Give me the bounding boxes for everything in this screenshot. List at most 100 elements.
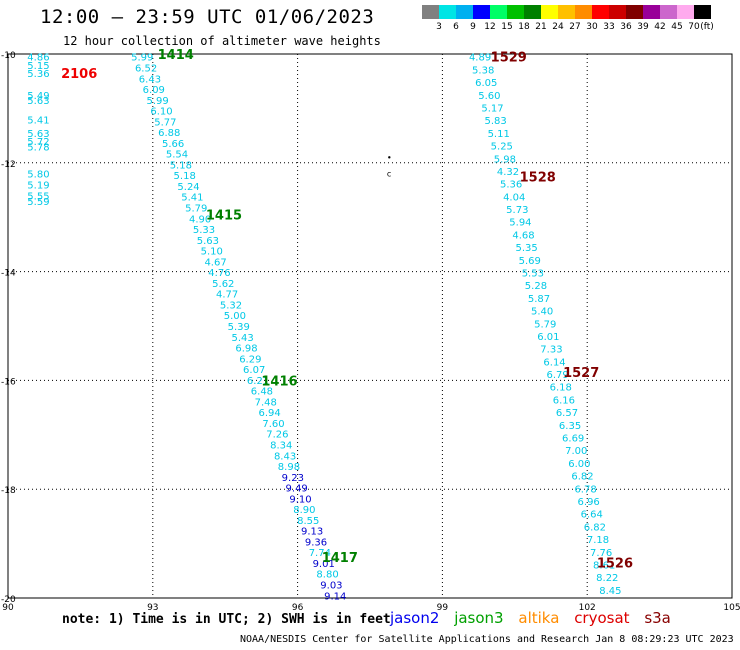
color-scale-swatch: [456, 5, 473, 19]
swh-value-label: 9.03: [320, 581, 342, 592]
swh-value-label: 5.53: [522, 269, 544, 280]
swh-value-label: 6.82: [571, 472, 593, 483]
color-scale-swatch: [558, 5, 575, 19]
swh-value-label: 5.18: [174, 171, 196, 182]
swh-value-label: 6.00: [568, 459, 590, 470]
units-note: note: 1) Time is in UTC; 2) SWH is in fe…: [62, 612, 391, 627]
swh-value-label: 8.43: [274, 451, 296, 462]
swh-value-label: 9.10: [289, 494, 311, 505]
chart-title: 12:00 – 23:59 UTC 01/06/2023: [40, 6, 375, 28]
swh-value-label: 7.74: [309, 548, 331, 559]
color-scale-label: 21: [535, 22, 547, 32]
swh-value-label: 5.99: [147, 96, 169, 107]
color-scale-label: 27: [569, 22, 581, 32]
color-scale-swatch: [575, 5, 592, 19]
color-scale-swatch: [490, 5, 507, 19]
swh-value-label: 4.76: [208, 268, 230, 279]
swh-value-label: 5.66: [162, 139, 184, 150]
pass-time-label: 1415: [206, 208, 242, 223]
swh-value-label: 6.09: [143, 85, 165, 96]
swh-value-label: 5.63: [27, 96, 49, 107]
swh-value-label: 5.94: [509, 218, 531, 229]
swh-value-label: 5.49: [27, 91, 49, 102]
swh-value-label: 5.78: [27, 142, 49, 153]
legend-cryosat: cryosat: [574, 609, 630, 627]
color-scale-label: 36: [620, 22, 632, 32]
swh-value-label: 6.43: [139, 74, 161, 85]
swh-value-label: 7.26: [266, 430, 288, 441]
swh-value-label: 5.60: [478, 91, 500, 102]
x-tick-label: 93: [147, 603, 158, 613]
swh-value-label: 5.79: [534, 319, 556, 330]
color-scale-swatch: [626, 5, 643, 19]
swh-value-label: 5.99: [131, 53, 153, 64]
island-marker: [388, 156, 391, 159]
swh-value-label: 4.04: [503, 192, 525, 203]
credit-line: NOAA/NESDIS Center for Satellite Applica…: [240, 634, 734, 645]
swh-value-label: 5.00: [224, 311, 246, 322]
swh-value-label: 5.41: [27, 115, 49, 126]
swh-value-label: 6.88: [158, 128, 180, 139]
swh-value-label: 6.18: [550, 383, 572, 394]
swh-value-label: 5.18: [170, 160, 192, 171]
swh-value-label: 8.22: [596, 573, 618, 584]
swh-value-label: 7.60: [262, 419, 284, 430]
plot-frame: [7, 53, 733, 599]
swh-value-label: 5.98: [494, 154, 516, 165]
y-tick-label: -14: [1, 269, 16, 279]
swh-value-label: 9.36: [305, 537, 327, 548]
x-tick-label: 99: [437, 603, 449, 613]
pass-time-label: 1416: [261, 374, 297, 389]
color-scale-swatch: [694, 5, 711, 19]
swh-value-label: 5.41: [181, 193, 203, 204]
x-tick-label: 102: [579, 603, 596, 613]
swh-value-label: 5.72: [27, 137, 49, 148]
legend-jason3: jason3: [454, 609, 504, 627]
color-scale-label: 33: [603, 22, 615, 32]
swh-value-label: 6.57: [556, 408, 578, 419]
swh-value-label: 4.77: [216, 290, 238, 301]
color-scale-swatch: [643, 5, 660, 19]
color-scale-label: 15: [501, 22, 513, 32]
swh-value-label: 5.62: [212, 279, 234, 290]
swh-value-label: 5.63: [197, 236, 219, 247]
swh-value-label: 5.32: [220, 300, 242, 311]
swh-value-label: 5.25: [491, 142, 513, 153]
swh-value-label: 5.35: [515, 243, 537, 254]
swh-value-label: 9.14: [324, 591, 346, 602]
swh-value-label: 8.98: [278, 462, 300, 473]
pass-time-label: 1528: [520, 170, 556, 185]
y-tick-label: -10: [1, 51, 16, 61]
color-scale-label: 45: [671, 22, 683, 32]
color-scale-swatch: [677, 5, 694, 19]
swh-value-label: 6.98: [235, 344, 257, 355]
x-tick-label: 90: [2, 603, 14, 613]
swh-value-label: 6.94: [259, 408, 281, 419]
swh-value-label: 6.82: [584, 522, 606, 533]
color-scale-swatch: [524, 5, 541, 19]
swh-value-label: 5.77: [154, 117, 176, 128]
swh-value-label: 8.80: [316, 570, 338, 581]
color-scale-label: 39: [637, 22, 649, 32]
swh-value-label: 7.76: [590, 548, 612, 559]
swh-value-label: 5.54: [166, 150, 188, 161]
swh-value-label: 6.78: [574, 484, 596, 495]
swh-value-label: 5.11: [488, 129, 510, 140]
pass-time-label: 1527: [563, 366, 599, 381]
swh-value-label: 9.13: [301, 527, 323, 538]
pass-time-label: 1529: [491, 51, 527, 66]
pass-time-label: 1414: [158, 48, 194, 63]
swh-value-label: 5.28: [525, 281, 547, 292]
color-scale-swatch: [609, 5, 626, 19]
color-scale-label: 9: [470, 22, 476, 32]
swh-value-label: 5.10: [201, 247, 223, 258]
swh-value-label: 6.69: [562, 434, 584, 445]
swh-value-label: 5.83: [484, 116, 506, 127]
swh-value-label: 5.38: [472, 65, 494, 76]
color-scale-label: 6: [453, 22, 459, 32]
island-marker-glyph: c: [387, 170, 391, 179]
swh-value-label: 4.67: [204, 257, 226, 268]
y-tick-label: -16: [1, 377, 16, 387]
pass-time-label: 1526: [597, 557, 633, 572]
